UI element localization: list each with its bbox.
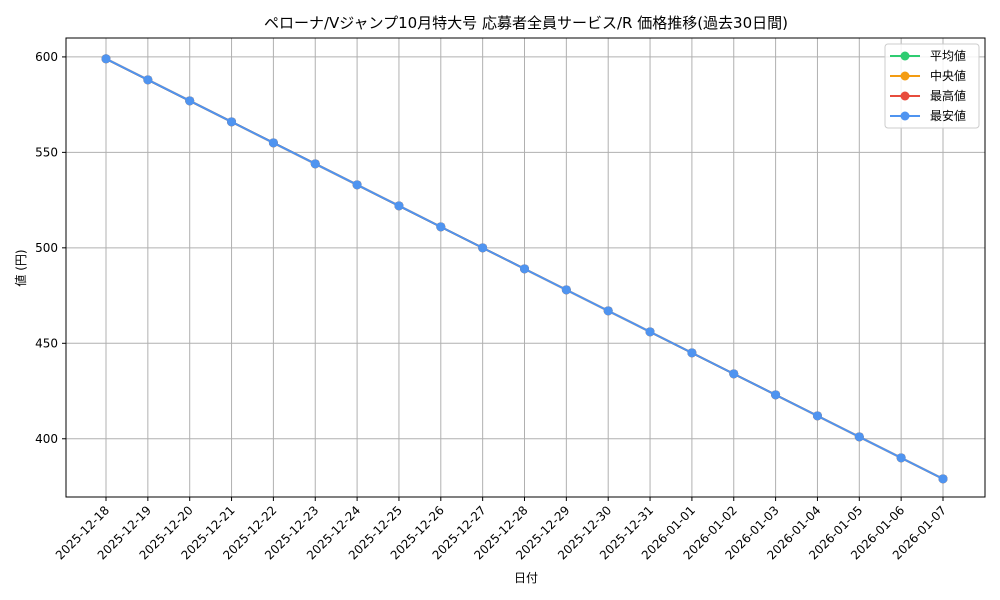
data-point (645, 327, 655, 337)
chart-title: ペローナ/Vジャンプ10月特大号 応募者全員サービス/R 価格推移(過去30日間… (264, 14, 788, 32)
legend-marker (900, 51, 910, 61)
data-point (687, 348, 697, 358)
y-tick-label: 600 (35, 50, 58, 64)
data-point (185, 96, 195, 106)
data-point (478, 243, 488, 253)
x-axis-label: 日付 (514, 571, 538, 585)
legend-label: 最高値 (930, 88, 966, 103)
data-point (310, 159, 320, 169)
data-point (143, 75, 153, 85)
legend-marker (900, 111, 910, 121)
grid-lines (66, 38, 985, 497)
series-lines (101, 54, 948, 484)
x-axis-ticks: 2025-12-182025-12-192025-12-202025-12-21… (53, 497, 949, 562)
y-tick-label: 400 (35, 432, 58, 446)
data-point (268, 138, 278, 148)
legend-marker (900, 71, 910, 81)
legend-label: 中央値 (930, 68, 966, 83)
y-tick-label: 500 (35, 241, 58, 255)
data-point (729, 369, 739, 379)
y-axis-ticks: 400 450 500 550 600 (35, 50, 66, 446)
data-point (938, 474, 948, 484)
data-point (394, 201, 404, 211)
legend-frame (884, 43, 980, 129)
legend-label: 平均値 (930, 48, 966, 63)
data-point (812, 411, 822, 421)
data-point (771, 390, 781, 400)
plot-area-frame (65, 37, 986, 498)
data-point (561, 285, 571, 295)
data-point (896, 453, 906, 463)
data-point (436, 222, 446, 232)
data-point (352, 180, 362, 190)
data-point (854, 432, 864, 442)
y-tick-label: 450 (35, 336, 58, 350)
data-point (603, 306, 613, 316)
data-point (520, 264, 529, 274)
y-axis-label: 値 (円) (13, 249, 28, 286)
data-point (227, 117, 237, 127)
legend-marker (900, 91, 910, 101)
y-tick-label: 550 (35, 145, 58, 159)
legend-label: 最安値 (930, 108, 966, 123)
data-point (101, 54, 111, 64)
